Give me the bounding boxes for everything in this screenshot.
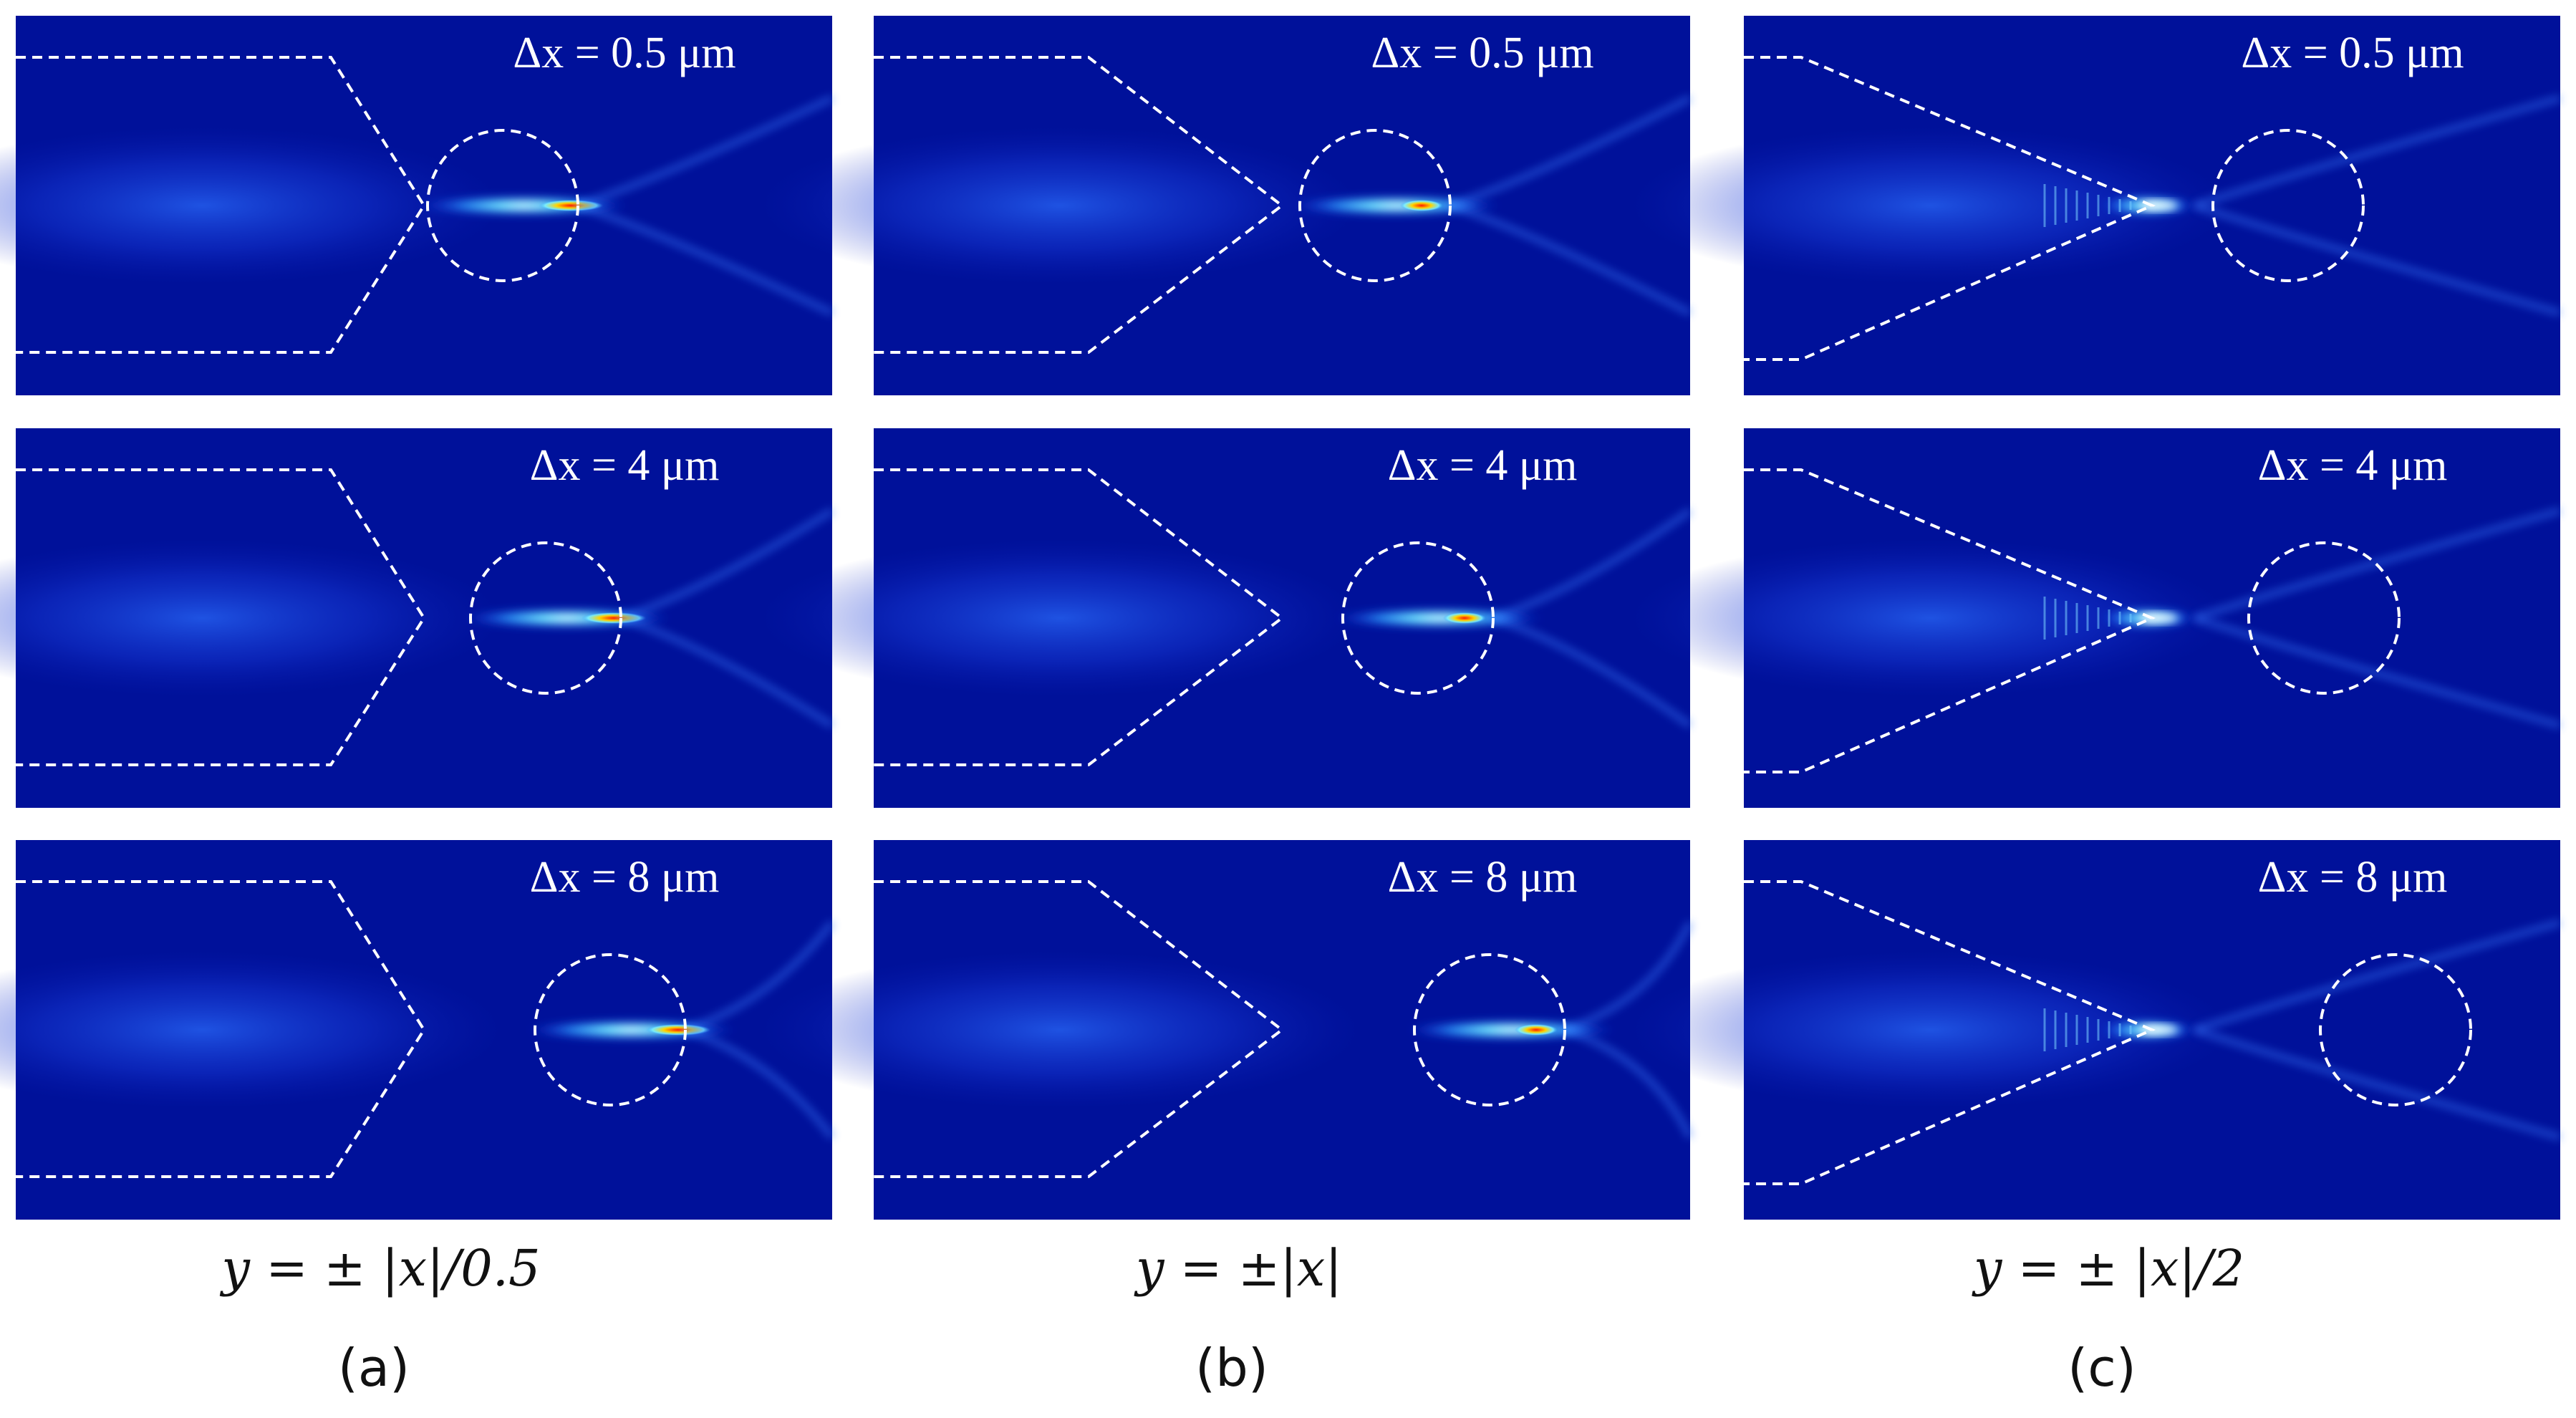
microsphere-outline — [469, 541, 622, 695]
side-lobe — [619, 614, 834, 729]
side-lobe — [2194, 919, 2562, 1033]
guided-beam — [1629, 127, 2231, 284]
offset-label: Δx = 0.5 μm — [1371, 29, 1593, 77]
side-lobe — [577, 95, 834, 209]
field-panel-b-1: Δx = 0.5 μm — [759, 16, 1692, 395]
focused-jet — [1407, 1020, 1615, 1040]
hotspot — [1443, 612, 1486, 624]
offset-label: Δx = 8 μm — [530, 853, 720, 902]
field-panel-a-1: Δx = 0.5 μm — [0, 16, 834, 395]
microsphere-outline — [1413, 953, 1566, 1106]
guided-beam — [0, 127, 503, 284]
side-lobe — [1449, 95, 1692, 209]
offset-label: Δx = 8 μm — [2258, 853, 2448, 902]
subfigure-tag: (b) — [1195, 1338, 1268, 1398]
offset-label: Δx = 4 μm — [1388, 441, 1578, 490]
side-lobe — [619, 507, 834, 622]
field-panel-a-3: Δx = 8 μm — [0, 840, 835, 1220]
subfigure-tag: (a) — [338, 1338, 410, 1398]
side-lobe — [1563, 920, 1694, 1033]
microsphere-outline — [1341, 541, 1495, 695]
side-lobe — [2194, 507, 2562, 622]
shape-formula: y = ± |x|/0.5 — [219, 1239, 540, 1298]
field-panel-c-2: Δx = 4 μm — [1629, 428, 2562, 808]
side-lobe — [1563, 1026, 1694, 1139]
field-panel-b-2: Δx = 4 μm — [759, 428, 1692, 808]
field-panel-c-3: Δx = 8 μm — [1629, 840, 2562, 1220]
side-lobe — [1492, 614, 1692, 729]
waveguide-outline — [1744, 468, 2156, 773]
offset-label: Δx = 0.5 μm — [513, 29, 735, 77]
microsphere-outline — [2211, 129, 2365, 282]
focused-jet — [1336, 608, 1543, 628]
microsphere-outline — [1298, 129, 1452, 282]
guided-beam — [1629, 951, 2231, 1109]
field-panel-a-2: Δx = 4 μm — [0, 428, 834, 808]
side-lobe — [1492, 507, 1692, 622]
side-lobe — [684, 1026, 835, 1140]
hotspot — [1515, 1024, 1558, 1036]
field-panel-c-1: Δx = 0.5 μm — [1629, 16, 2562, 395]
side-lobe — [1449, 202, 1692, 317]
shape-formula: y = ±|x| — [1134, 1239, 1342, 1298]
offset-label: Δx = 8 μm — [1388, 853, 1578, 902]
microsphere-outline — [426, 129, 579, 282]
subfigure-tag: (c) — [2068, 1338, 2136, 1398]
microsphere-outline — [534, 953, 687, 1106]
side-lobe — [2194, 614, 2562, 729]
offset-label: Δx = 4 μm — [2258, 441, 2448, 490]
microsphere-outline — [2247, 541, 2401, 695]
offset-label: Δx = 0.5 μm — [2241, 29, 2464, 77]
waveguide-outline — [1744, 880, 2156, 1185]
side-lobe — [2194, 202, 2562, 317]
offset-label: Δx = 4 μm — [530, 441, 720, 490]
side-lobe — [2194, 1026, 2562, 1141]
guided-beam — [759, 127, 1361, 284]
side-lobe — [2194, 95, 2562, 209]
side-lobe — [577, 202, 834, 317]
guided-beam — [759, 539, 1361, 697]
guided-beam — [1629, 539, 2231, 697]
shape-formula: y = ± |x|/2 — [1972, 1239, 2244, 1298]
microsphere-outline — [2319, 953, 2472, 1106]
guided-beam — [0, 539, 503, 697]
focused-jet — [1293, 196, 1500, 216]
side-lobe — [684, 920, 835, 1033]
guided-beam — [759, 951, 1361, 1109]
field-panel-b-3: Δx = 8 μm — [759, 840, 1694, 1220]
hotspot — [1400, 200, 1443, 211]
guided-beam — [0, 951, 503, 1109]
waveguide-outline — [1744, 56, 2156, 361]
